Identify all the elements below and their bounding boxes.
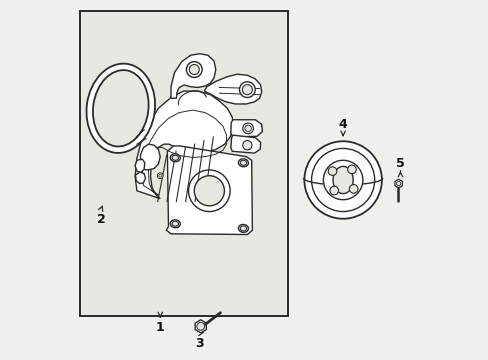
Ellipse shape — [240, 226, 246, 231]
Polygon shape — [135, 172, 145, 184]
Ellipse shape — [93, 70, 148, 147]
Circle shape — [349, 185, 357, 193]
Polygon shape — [195, 320, 206, 333]
Polygon shape — [394, 179, 402, 188]
Ellipse shape — [172, 155, 178, 160]
Circle shape — [159, 174, 162, 177]
Text: 3: 3 — [195, 337, 203, 350]
Circle shape — [197, 323, 204, 330]
Circle shape — [188, 170, 230, 212]
Circle shape — [242, 85, 252, 95]
Circle shape — [304, 141, 381, 219]
Circle shape — [186, 62, 202, 77]
Ellipse shape — [238, 224, 248, 232]
Circle shape — [347, 165, 356, 174]
Polygon shape — [140, 144, 160, 170]
Circle shape — [244, 125, 251, 132]
Polygon shape — [135, 159, 144, 173]
Polygon shape — [230, 120, 262, 137]
Text: 4: 4 — [338, 118, 347, 131]
Ellipse shape — [172, 221, 178, 226]
Polygon shape — [135, 91, 233, 199]
Circle shape — [242, 123, 253, 134]
Circle shape — [311, 148, 374, 212]
Bar — [80, 12, 287, 316]
Circle shape — [242, 140, 251, 150]
Polygon shape — [204, 74, 261, 104]
Circle shape — [157, 173, 163, 179]
Ellipse shape — [86, 64, 155, 153]
Circle shape — [194, 176, 224, 206]
Polygon shape — [171, 54, 215, 98]
Ellipse shape — [238, 159, 248, 167]
Circle shape — [396, 181, 400, 186]
Circle shape — [327, 167, 336, 175]
Circle shape — [329, 186, 338, 195]
Ellipse shape — [170, 220, 180, 228]
Ellipse shape — [332, 166, 352, 194]
Polygon shape — [166, 146, 252, 234]
Text: 5: 5 — [395, 157, 404, 170]
Circle shape — [239, 82, 255, 98]
Polygon shape — [171, 153, 247, 232]
Circle shape — [189, 64, 199, 75]
Polygon shape — [230, 135, 260, 153]
Text: 1: 1 — [156, 320, 164, 333]
Text: 2: 2 — [97, 213, 105, 226]
Ellipse shape — [240, 160, 246, 165]
Circle shape — [323, 160, 362, 200]
Ellipse shape — [170, 154, 180, 162]
